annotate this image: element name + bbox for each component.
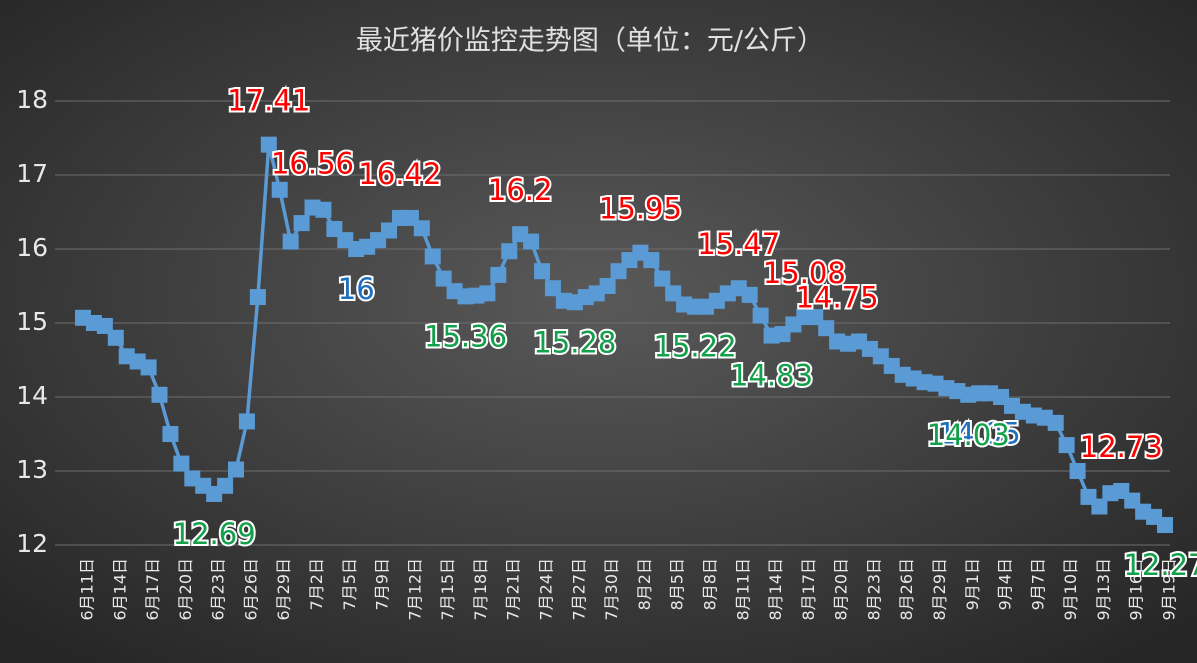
data-label: 15.22 <box>654 330 737 364</box>
x-tick-label: 7月24日 <box>537 558 556 621</box>
marker <box>523 233 540 250</box>
marker <box>479 285 496 302</box>
marker <box>162 426 179 442</box>
marker <box>544 280 561 297</box>
x-tick-label: 6月20日 <box>176 558 195 621</box>
data-label: 16.56 <box>271 147 354 181</box>
marker <box>293 215 310 232</box>
x-tick-label: 9月10日 <box>1061 558 1080 621</box>
marker <box>217 477 234 494</box>
marker <box>424 248 441 265</box>
x-tick-label: 8月11日 <box>733 558 752 621</box>
y-tick-label: 18 <box>16 85 48 114</box>
data-label: 16 <box>338 272 375 306</box>
y-tick-label: 13 <box>16 455 48 484</box>
x-tick-label: 9月19日 <box>1160 558 1179 621</box>
x-tick-label: 6月23日 <box>209 558 228 621</box>
x-tick-label: 7月12日 <box>405 558 424 621</box>
x-tick-label: 9月4日 <box>996 558 1015 610</box>
data-label: 15.08 <box>763 256 846 290</box>
x-tick-label: 7月15日 <box>438 558 457 621</box>
data-label: 16.42 <box>358 157 441 191</box>
data-label: 14.03 <box>927 418 1010 452</box>
x-tick-label: 7月5日 <box>340 558 359 610</box>
marker <box>140 359 157 376</box>
data-label: 15.47 <box>697 227 780 261</box>
marker <box>315 201 332 218</box>
marker <box>151 386 168 403</box>
x-tick-label: 6月26日 <box>241 558 260 621</box>
chart-title: 最近猪价监控走势图（单位：元/公斤） <box>356 26 824 57</box>
data-label: 12.69 <box>173 517 256 551</box>
marker <box>381 222 398 239</box>
marker <box>271 181 288 198</box>
marker <box>435 270 452 287</box>
x-tick-label: 8月20日 <box>832 558 851 621</box>
x-tick-label: 7月30日 <box>602 558 621 621</box>
x-tick-label: 6月17日 <box>143 558 162 621</box>
data-label: 17.41 <box>227 84 310 118</box>
x-tick-label: 8月23日 <box>864 558 883 621</box>
data-label: 15.28 <box>533 325 616 359</box>
marker <box>173 455 190 472</box>
marker <box>654 270 671 287</box>
y-tick-label: 17 <box>16 159 48 188</box>
data-label: 15.36 <box>424 319 507 353</box>
data-label: 12.73 <box>1080 430 1163 464</box>
x-tick-label: 8月2日 <box>635 558 654 610</box>
x-tick-label: 7月2日 <box>307 558 326 610</box>
marker <box>1069 463 1086 479</box>
marker <box>1091 498 1108 515</box>
marker <box>260 136 277 153</box>
marker <box>752 307 769 324</box>
y-tick-label: 16 <box>16 233 48 262</box>
data-label: 14.75 <box>796 281 879 315</box>
x-tick-label: 9月7日 <box>1028 558 1047 610</box>
marker <box>741 286 758 303</box>
marker <box>228 461 245 478</box>
x-tick-label: 6月29日 <box>274 558 293 621</box>
x-tick-label: 8月14日 <box>766 558 785 621</box>
marker <box>599 278 616 294</box>
marker <box>501 243 518 260</box>
marker <box>534 263 551 280</box>
marker <box>282 233 299 250</box>
marker <box>107 329 124 346</box>
marker <box>1157 517 1173 534</box>
y-tick-label: 12 <box>16 529 48 558</box>
x-tick-label: 9月16日 <box>1127 558 1146 621</box>
data-label: 14.05 <box>938 416 1021 450</box>
x-tick-label: 8月17日 <box>799 558 818 621</box>
x-tick-label: 7月9日 <box>373 558 392 610</box>
x-tick-label: 7月21日 <box>504 558 523 621</box>
data-label: 14.83 <box>730 359 813 393</box>
x-tick-label: 8月29日 <box>930 558 949 621</box>
x-tick-label: 9月1日 <box>963 558 982 610</box>
x-tick-label: 6月14日 <box>110 558 129 621</box>
marker <box>249 289 266 306</box>
x-tick-label: 8月26日 <box>897 558 916 621</box>
x-tick-label: 7月18日 <box>471 558 490 621</box>
data-label: 16.2 <box>488 173 553 207</box>
x-tick-label: 7月27日 <box>569 558 588 621</box>
marker <box>238 413 255 430</box>
marker <box>818 320 835 337</box>
marker <box>413 220 430 237</box>
y-tick-label: 14 <box>16 381 48 410</box>
y-tick-label: 15 <box>16 307 48 336</box>
data-label: 15.95 <box>599 192 682 226</box>
marker <box>1047 414 1064 431</box>
x-tick-label: 8月8日 <box>700 558 719 610</box>
marker <box>643 252 660 269</box>
x-tick-label: 9月13日 <box>1094 558 1113 621</box>
x-tick-label: 8月5日 <box>668 558 687 610</box>
x-tick-label: 6月11日 <box>78 558 97 621</box>
data-label: 12.27 <box>1123 548 1197 582</box>
marker <box>1058 437 1075 454</box>
marker <box>490 266 507 283</box>
